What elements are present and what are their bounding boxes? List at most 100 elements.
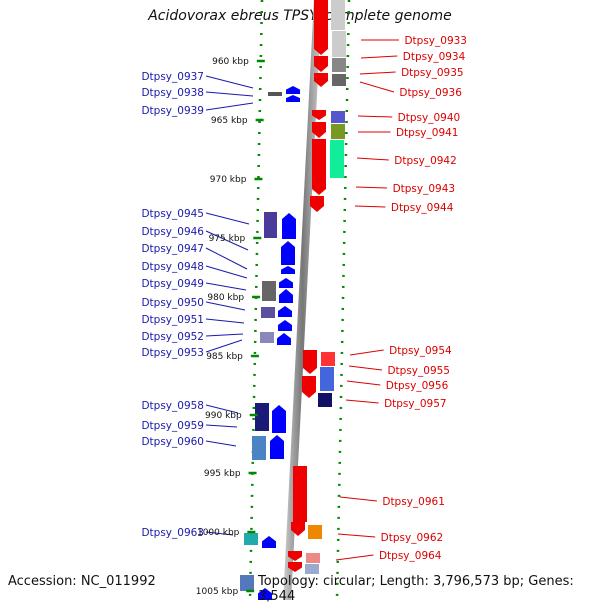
gene-label-dtpsy-0942: Dtpsy_0942 [394, 155, 457, 167]
gene-feature [272, 405, 286, 433]
gene-label-dtpsy-0963: Dtpsy_0963 [141, 527, 204, 539]
scale-label: 1005 kbp [196, 587, 239, 597]
scale-label: 975 kbp [209, 234, 246, 244]
gene-feature [260, 332, 274, 343]
leader-line [205, 230, 249, 251]
gene-feature [286, 95, 300, 102]
gene-label-dtpsy-0958: Dtpsy_0958 [141, 400, 204, 412]
map-title: Acidovorax ebreus TPSY, complete genome [148, 8, 452, 24]
gene-feature [293, 466, 307, 522]
gene-feature [332, 31, 346, 57]
gene-feature [306, 553, 320, 563]
gene-label-dtpsy-0940: Dtpsy_0940 [398, 112, 461, 124]
gene-feature [331, 111, 345, 123]
gene-feature [312, 177, 326, 195]
leader-line [346, 380, 381, 386]
gene-feature [310, 196, 324, 212]
gene-feature [330, 140, 344, 178]
gene-label-dtpsy-0934: Dtpsy_0934 [403, 51, 466, 63]
gene-label-dtpsy-0948: Dtpsy_0948 [141, 261, 204, 273]
scale-label: 985 kbp [206, 352, 243, 362]
gene-label-dtpsy-0944: Dtpsy_0944 [391, 202, 454, 214]
gene-feature [279, 278, 293, 288]
gene-feature [278, 306, 292, 317]
leader-line [349, 349, 384, 356]
gene-feature [279, 289, 293, 303]
gene-feature [314, 30, 328, 55]
gene-feature [288, 562, 302, 572]
gene-label-dtpsy-0939: Dtpsy_0939 [141, 105, 204, 117]
gene-feature [258, 588, 272, 600]
gene-feature [332, 58, 346, 72]
gene-feature [244, 533, 258, 545]
gene-feature [255, 403, 269, 431]
gene-label-dtpsy-0964: Dtpsy_0964 [379, 550, 442, 562]
gene-feature [291, 522, 305, 536]
scale-label: 965 kbp [211, 116, 248, 126]
leader-line [354, 205, 386, 208]
gene-label-dtpsy-0961: Dtpsy_0961 [382, 496, 445, 508]
leader-line [205, 212, 250, 225]
gene-label-dtpsy-0943: Dtpsy_0943 [393, 183, 456, 195]
gene-label-dtpsy-0955: Dtpsy_0955 [387, 365, 450, 377]
leader-line [205, 404, 239, 414]
left-ruler-line [248, 0, 264, 600]
leader-line [205, 333, 244, 337]
leader-line [205, 247, 248, 270]
scale-label: 995 kbp [204, 469, 241, 479]
scale-label: 1000 kbp [197, 528, 240, 538]
scale-label: 970 kbp [210, 175, 247, 185]
gene-feature [303, 350, 317, 374]
gene-feature [331, 124, 345, 139]
gene-feature [262, 536, 276, 548]
gene-feature [308, 525, 322, 539]
gene-label-dtpsy-0959: Dtpsy_0959 [141, 420, 204, 432]
leader-line [359, 81, 395, 93]
gene-feature [331, 0, 345, 30]
gene-label-dtpsy-0960: Dtpsy_0960 [141, 436, 204, 448]
gene-feature [332, 74, 346, 86]
gene-label-dtpsy-0954: Dtpsy_0954 [389, 345, 452, 357]
gene-feature [288, 551, 302, 561]
gene-label-dtpsy-0950: Dtpsy_0950 [141, 297, 204, 309]
gene-label-dtpsy-0941: Dtpsy_0941 [396, 127, 459, 139]
leader-line [348, 365, 383, 371]
accession-label: Accession: NC_011992 [8, 574, 156, 589]
gene-feature [268, 92, 282, 96]
gene-feature [305, 564, 319, 574]
leader-line [355, 186, 388, 189]
gene-feature [302, 376, 316, 398]
gene-feature [278, 320, 292, 331]
gene-label-dtpsy-0935: Dtpsy_0935 [401, 67, 464, 79]
gene-label-dtpsy-0947: Dtpsy_0947 [141, 243, 204, 255]
gene-feature [281, 241, 295, 265]
gene-feature [270, 435, 284, 459]
scale-label: 980 kbp [207, 293, 244, 303]
leader-line [205, 339, 243, 353]
gene-feature [286, 86, 300, 94]
leader-line [205, 91, 254, 97]
leader-line [205, 265, 248, 279]
leader-line [339, 496, 377, 502]
leader-line [205, 301, 246, 311]
gene-label-dtpsy-0933: Dtpsy_0933 [404, 35, 467, 47]
gene-label-dtpsy-0937: Dtpsy_0937 [141, 71, 204, 83]
gene-label-dtpsy-0946: Dtpsy_0946 [141, 226, 204, 238]
leader-line [205, 282, 247, 291]
gene-label-dtpsy-0952: Dtpsy_0952 [141, 331, 204, 343]
gene-label-dtpsy-0938: Dtpsy_0938 [141, 87, 204, 99]
gene-feature [261, 307, 275, 318]
leader-line [345, 399, 379, 404]
gene-feature [252, 436, 266, 460]
gene-feature [321, 352, 335, 366]
leader-line [205, 318, 245, 324]
gene-feature [262, 281, 276, 301]
gene-feature [312, 110, 326, 120]
gene-feature [282, 213, 296, 239]
leader-line [360, 55, 398, 59]
scale-label: 990 kbp [205, 411, 242, 421]
gene-feature [264, 212, 277, 238]
leader-line [205, 102, 254, 111]
gene-label-dtpsy-0956: Dtpsy_0956 [386, 380, 449, 392]
